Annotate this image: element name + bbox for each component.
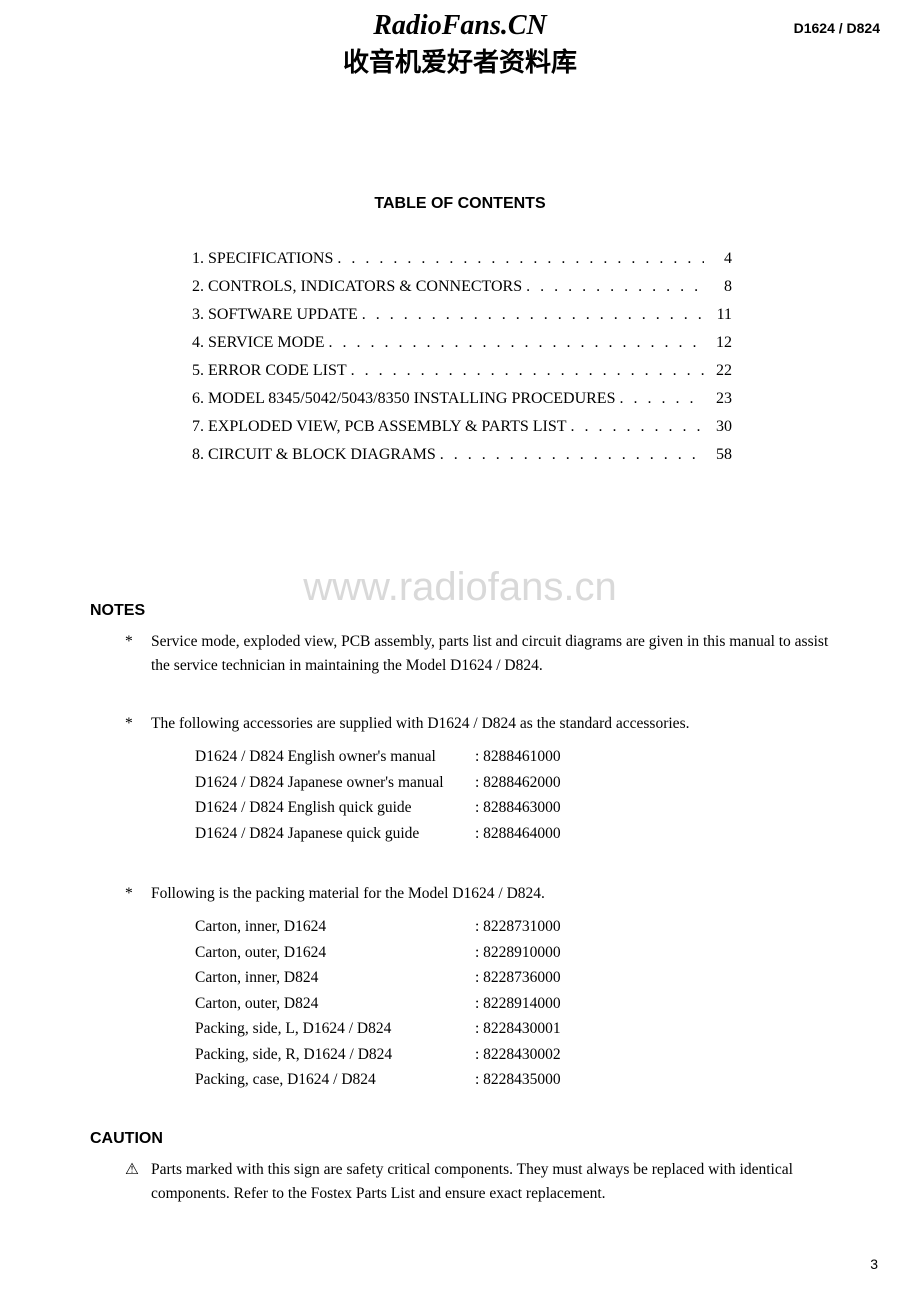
packing-label: Carton, inner, D1624	[195, 914, 475, 940]
page-header-model: D1624 / D824	[794, 20, 880, 36]
toc-item: 2. CONTROLS, INDICATORS & CONNECTORS 8	[192, 278, 732, 296]
toc-item-label: 5. ERROR CODE LIST	[192, 362, 347, 380]
note-text: Service mode, exploded view, PCB assembl…	[151, 630, 840, 678]
toc-item: 6. MODEL 8345/5042/5043/8350 INSTALLING …	[192, 390, 732, 408]
toc-item-page: 4	[708, 250, 732, 268]
toc-leader-dots	[440, 446, 704, 464]
bullet-asterisk-icon: *	[125, 712, 151, 736]
table-row: Packing, case, D1624 / D824 : 8228435000	[195, 1067, 840, 1093]
toc-leader-dots	[351, 362, 704, 380]
toc-item-label: 4. SERVICE MODE	[192, 334, 325, 352]
caution-heading: CAUTION	[90, 1130, 163, 1148]
notes-heading: NOTES	[90, 602, 145, 620]
bullet-asterisk-icon: *	[125, 882, 151, 906]
watermark-header: RadioFans.CN 收音机爱好者资料库	[343, 10, 577, 79]
toc-leader-dots	[362, 306, 704, 324]
packing-label: Carton, inner, D824	[195, 965, 475, 991]
toc-item-label: 6. MODEL 8345/5042/5043/8350 INSTALLING …	[192, 390, 615, 408]
toc-item-label: 7. EXPLODED VIEW, PCB ASSEMBLY & PARTS L…	[192, 418, 567, 436]
toc-item-label: 2. CONTROLS, INDICATORS & CONNECTORS	[192, 278, 522, 296]
packing-label: Carton, outer, D1624	[195, 940, 475, 966]
toc-item-page: 8	[708, 278, 732, 296]
toc-item-page: 30	[708, 418, 732, 436]
toc-item-page: 12	[708, 334, 732, 352]
table-row: D1624 / D824 Japanese owner's manual : 8…	[195, 770, 840, 796]
note-item-2: * The following accessories are supplied…	[125, 712, 840, 846]
packing-value: : 8228430001	[475, 1016, 561, 1042]
watermark-title: RadioFans.CN	[343, 10, 577, 42]
table-row: Carton, outer, D824 : 8228914000	[195, 991, 840, 1017]
packing-table: Carton, inner, D1624 : 8228731000 Carton…	[195, 914, 840, 1093]
note-text: The following accessories are supplied w…	[151, 712, 840, 736]
accessory-value: : 8288461000	[475, 744, 561, 770]
accessory-value: : 8288464000	[475, 821, 561, 847]
toc-leader-dots	[526, 278, 704, 296]
table-row: D1624 / D824 English owner's manual : 82…	[195, 744, 840, 770]
toc-item: 1. SPECIFICATIONS 4	[192, 250, 732, 268]
toc-item: 5. ERROR CODE LIST 22	[192, 362, 732, 380]
table-row: Packing, side, L, D1624 / D824 : 8228430…	[195, 1016, 840, 1042]
packing-value: : 8228731000	[475, 914, 561, 940]
packing-value: : 8228914000	[475, 991, 561, 1017]
bullet-asterisk-icon: *	[125, 630, 151, 678]
caution-text: Parts marked with this sign are safety c…	[151, 1158, 845, 1206]
table-row: Packing, side, R, D1624 / D824 : 8228430…	[195, 1042, 840, 1068]
packing-label: Packing, side, R, D1624 / D824	[195, 1042, 475, 1068]
accessory-label: D1624 / D824 Japanese quick guide	[195, 821, 475, 847]
table-row: D1624 / D824 Japanese quick guide : 8288…	[195, 821, 840, 847]
packing-value: : 8228910000	[475, 940, 561, 966]
accessory-label: D1624 / D824 Japanese owner's manual	[195, 770, 475, 796]
table-row: Carton, inner, D1624 : 8228731000	[195, 914, 840, 940]
warning-triangle-icon: ⚠	[125, 1158, 151, 1206]
table-row: Carton, inner, D824 : 8228736000	[195, 965, 840, 991]
toc-list: 1. SPECIFICATIONS 4 2. CONTROLS, INDICAT…	[192, 250, 732, 474]
toc-item-page: 23	[708, 390, 732, 408]
note-item-1: * Service mode, exploded view, PCB assem…	[125, 630, 840, 678]
watermark-subtitle: 收音机爱好者资料库	[343, 42, 577, 79]
toc-item-page: 11	[708, 306, 732, 324]
toc-item-page: 22	[708, 362, 732, 380]
packing-value: : 8228736000	[475, 965, 561, 991]
toc-item-label: 8. CIRCUIT & BLOCK DIAGRAMS	[192, 446, 436, 464]
toc-item: 4. SERVICE MODE 12	[192, 334, 732, 352]
accessory-value: : 8288463000	[475, 795, 561, 821]
note-text: Following is the packing material for th…	[151, 882, 840, 906]
packing-label: Packing, side, L, D1624 / D824	[195, 1016, 475, 1042]
packing-label: Carton, outer, D824	[195, 991, 475, 1017]
packing-label: Packing, case, D1624 / D824	[195, 1067, 475, 1093]
toc-item-label: 1. SPECIFICATIONS	[192, 250, 333, 268]
toc-item: 8. CIRCUIT & BLOCK DIAGRAMS 58	[192, 446, 732, 464]
toc-leader-dots	[337, 250, 704, 268]
watermark-url: www.radiofans.cn	[303, 565, 616, 610]
toc-leader-dots	[619, 390, 704, 408]
table-row: Carton, outer, D1624 : 8228910000	[195, 940, 840, 966]
accessories-table: D1624 / D824 English owner's manual : 82…	[195, 744, 840, 846]
packing-value: : 8228430002	[475, 1042, 561, 1068]
accessory-label: D1624 / D824 English quick guide	[195, 795, 475, 821]
toc-item-label: 3. SOFTWARE UPDATE	[192, 306, 358, 324]
table-row: D1624 / D824 English quick guide : 82884…	[195, 795, 840, 821]
accessory-label: D1624 / D824 English owner's manual	[195, 744, 475, 770]
page-number: 3	[870, 1256, 878, 1272]
packing-value: : 8228435000	[475, 1067, 561, 1093]
caution-block: ⚠ Parts marked with this sign are safety…	[125, 1158, 845, 1206]
toc-item: 7. EXPLODED VIEW, PCB ASSEMBLY & PARTS L…	[192, 418, 732, 436]
toc-leader-dots	[571, 418, 704, 436]
toc-item-page: 58	[708, 446, 732, 464]
toc-item: 3. SOFTWARE UPDATE 11	[192, 306, 732, 324]
note-item-3: * Following is the packing material for …	[125, 882, 840, 1093]
accessory-value: : 8288462000	[475, 770, 561, 796]
toc-heading: TABLE OF CONTENTS	[374, 195, 545, 213]
toc-leader-dots	[329, 334, 705, 352]
